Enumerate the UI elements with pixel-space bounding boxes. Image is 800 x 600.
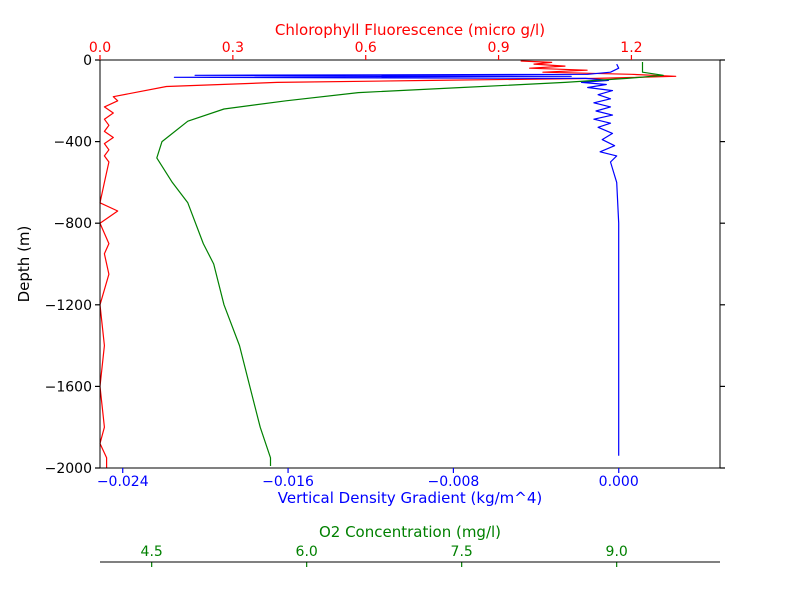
o2-axis-title: O2 Concentration (mg/l) <box>319 523 501 541</box>
top-tick-label: 1.2 <box>620 40 642 56</box>
plot-frame <box>99 59 721 469</box>
top-tick-label: 0.3 <box>222 40 244 56</box>
top-axis-title: Chlorophyll Fluorescence (micro g/l) <box>275 21 545 39</box>
y-tick-label: −400 <box>54 135 92 151</box>
bottom-tick-label: −0.008 <box>427 474 479 490</box>
series-line-bottom <box>173 63 620 456</box>
top-tick-label: 0.0 <box>89 40 111 56</box>
y-axis-title: Depth (m) <box>15 226 33 303</box>
bottom-tick-label: −0.024 <box>97 474 149 490</box>
bottom-tick-label: 0.000 <box>599 474 639 490</box>
y-tick-label: −1200 <box>45 298 92 314</box>
o2-tick-label: 7.5 <box>451 544 473 560</box>
top-tick-label: 0.9 <box>487 40 509 56</box>
o2-tick-label: 4.5 <box>141 544 163 560</box>
o2-tick-label: 6.0 <box>296 544 318 560</box>
series-layer <box>99 60 677 468</box>
y-tick-label: 0 <box>83 53 92 69</box>
y-tick-label: −2000 <box>45 461 92 477</box>
y-tick-label: −1600 <box>45 379 92 395</box>
bottom-axis-title: Vertical Density Gradient (kg/m^4) <box>278 489 542 507</box>
series-line-top <box>99 60 677 468</box>
tick-layer: 0 −400 −800 −1200 −1600 −2000 0.0 0.3 0.6 0.9 1.2 −… <box>45 40 725 567</box>
top-tick-label: 0.6 <box>355 40 377 56</box>
bottom-tick-label: −0.016 <box>262 474 314 490</box>
series-line-o2 <box>156 62 664 466</box>
o2-tick-label: 9.0 <box>606 544 628 560</box>
y-tick-label: −800 <box>54 216 92 232</box>
